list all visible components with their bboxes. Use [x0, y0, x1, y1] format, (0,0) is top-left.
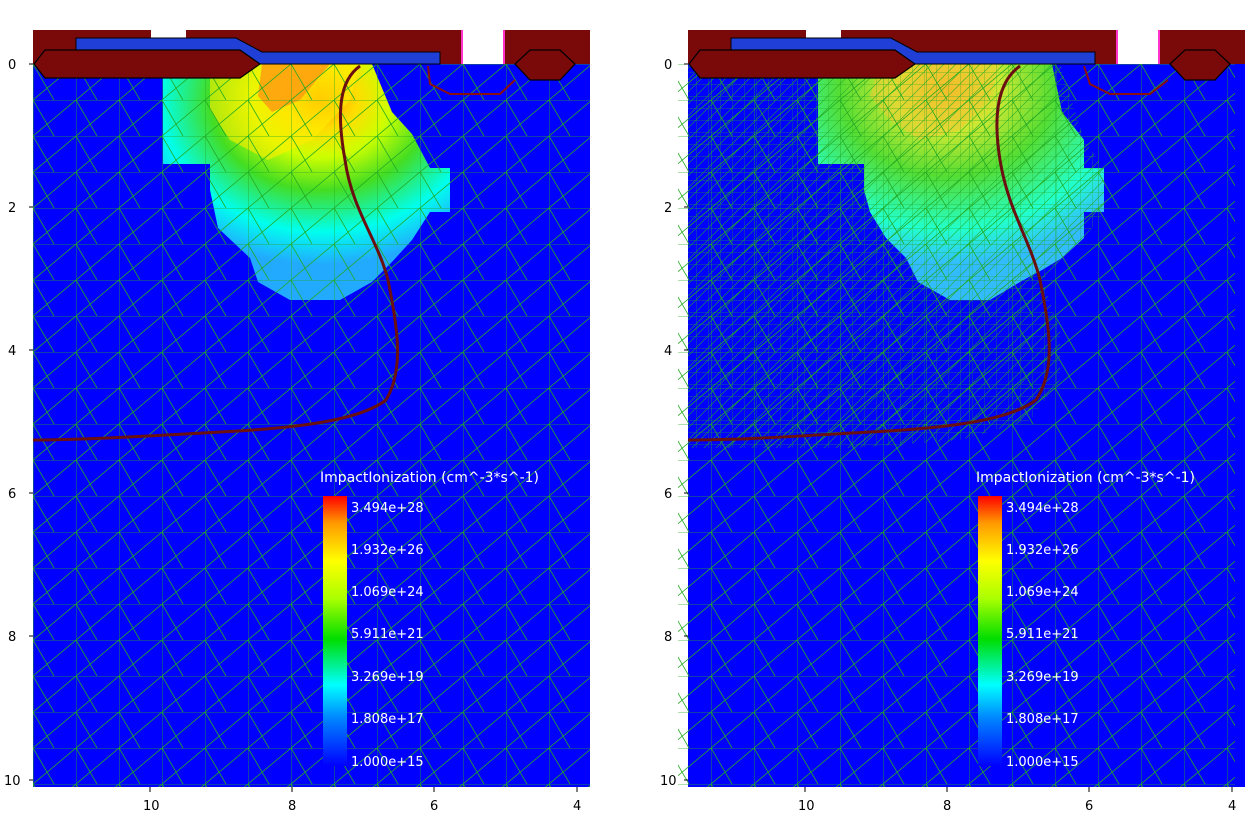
x-tick: 8 — [943, 799, 951, 814]
y-tick: 4 — [8, 344, 16, 359]
x-tick: 10 — [143, 799, 160, 814]
x-axis-right: 10 8 6 4 — [798, 787, 1236, 814]
colorbar-label: 1.932e+26 — [1006, 543, 1079, 558]
y-tick: 4 — [664, 344, 672, 359]
colorbar-left: ImpactIonization (cm^-3*s^-1) 3.494e+28 … — [320, 470, 539, 770]
panel-left: 0 2 4 6 8 10 10 8 6 4 ImpactIonization (… — [4, 30, 590, 814]
y-tick: 6 — [664, 487, 672, 502]
junction-contour — [32, 64, 399, 442]
colorbar-title: ImpactIonization (cm^-3*s^-1) — [320, 470, 539, 486]
colorbar-label: 1.000e+15 — [1006, 755, 1079, 770]
x-tick: 4 — [1228, 799, 1236, 814]
colorbar-label: 1.000e+15 — [351, 755, 424, 770]
y-tick: 10 — [660, 774, 677, 789]
mesh-overlay — [33, 64, 590, 787]
y-axis-right: 0 2 4 6 8 10 — [660, 58, 688, 789]
field-oxide-right — [514, 49, 576, 81]
field-oxide-right — [1169, 49, 1231, 81]
colorbar-label: 3.494e+28 — [351, 501, 424, 516]
colorbar-label: 3.269e+19 — [351, 670, 424, 685]
colorbar-label: 3.269e+19 — [1006, 670, 1079, 685]
y-tick: 0 — [8, 58, 16, 73]
x-tick: 8 — [288, 799, 296, 814]
colorbar-label: 5.911e+21 — [351, 627, 424, 642]
y-tick: 8 — [8, 630, 16, 645]
panel-right: 0 2 4 6 8 10 10 8 6 4 ImpactIonization (… — [660, 30, 1245, 814]
drain-junction — [427, 65, 516, 95]
y-tick: 6 — [8, 487, 16, 502]
colorbar-label: 3.494e+28 — [1006, 501, 1079, 516]
drain-junction — [1083, 65, 1169, 95]
colorbar-label: 1.932e+26 — [351, 543, 424, 558]
x-tick: 6 — [1085, 799, 1093, 814]
field-oxide-left — [33, 49, 262, 79]
colorbar-gradient — [978, 496, 1002, 766]
x-axis-left: 10 8 6 4 — [143, 787, 581, 814]
colorbar-title: ImpactIonization (cm^-3*s^-1) — [976, 470, 1195, 486]
colorbar-label: 1.808e+17 — [351, 712, 424, 727]
colorbar-label: 1.069e+24 — [351, 585, 424, 600]
colorbar-gradient — [323, 496, 347, 766]
y-tick: 10 — [4, 774, 21, 789]
x-tick: 4 — [573, 799, 581, 814]
y-tick: 0 — [664, 58, 672, 73]
colorbar-right: ImpactIonization (cm^-3*s^-1) 3.494e+28 … — [976, 470, 1195, 770]
colorbar-label: 5.911e+21 — [1006, 627, 1079, 642]
y-tick: 2 — [8, 201, 16, 216]
colorbar-label: 1.808e+17 — [1006, 712, 1079, 727]
colorbar-label: 1.069e+24 — [1006, 585, 1079, 600]
field-oxide-left — [688, 49, 917, 79]
x-tick: 6 — [430, 799, 438, 814]
y-axis-left: 0 2 4 6 8 10 — [4, 58, 33, 789]
x-tick: 10 — [798, 799, 815, 814]
y-tick: 2 — [664, 201, 672, 216]
junction-contour — [687, 64, 1051, 442]
y-tick: 8 — [664, 630, 672, 645]
